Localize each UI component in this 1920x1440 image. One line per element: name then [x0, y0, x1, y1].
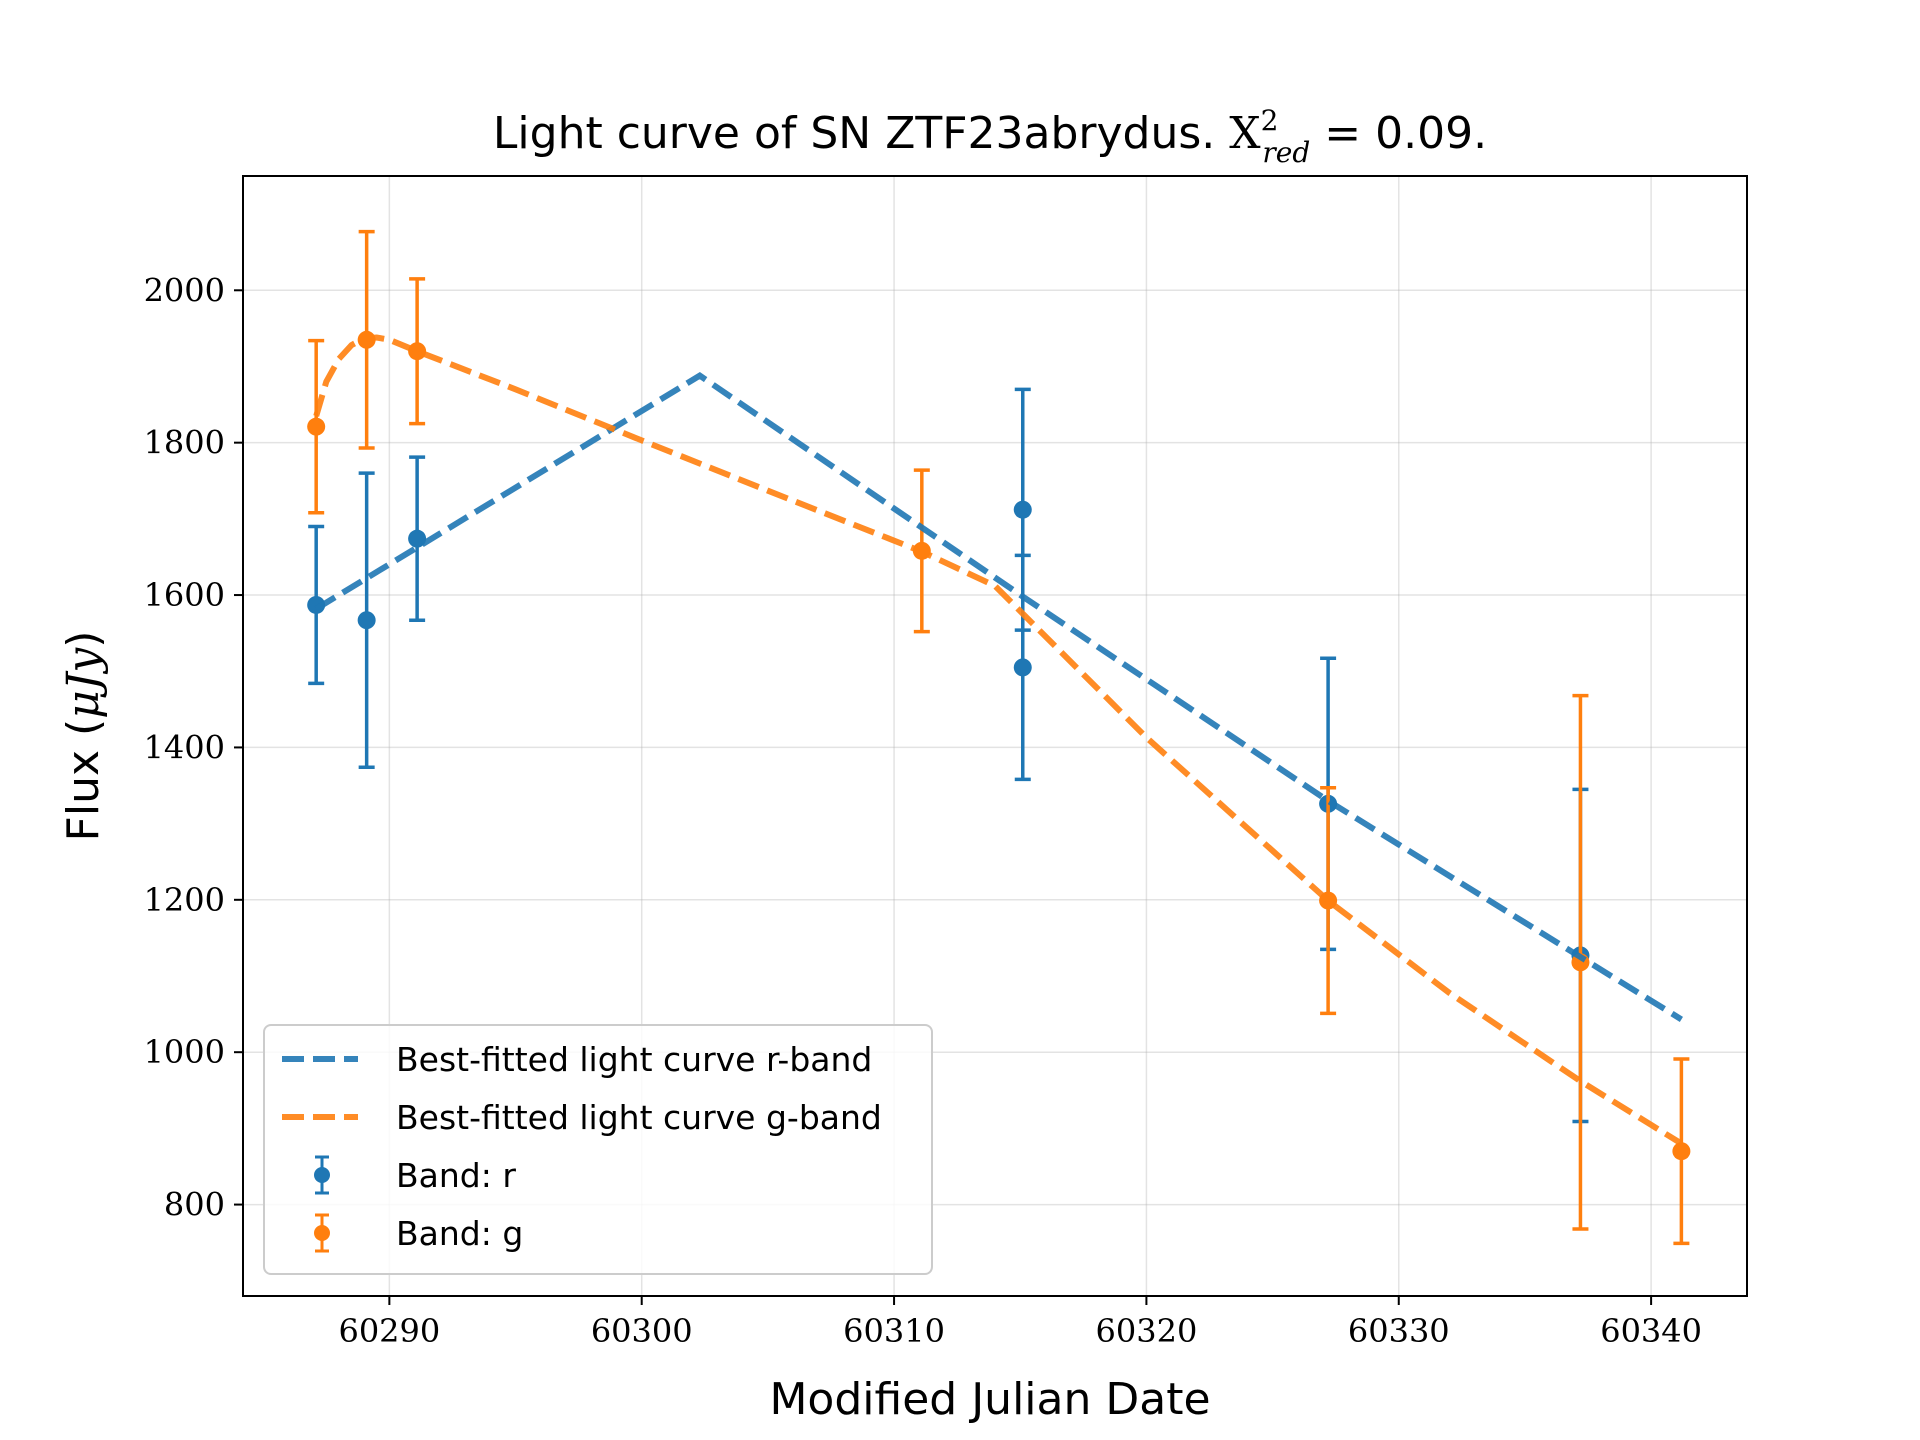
series-band-r	[307, 387, 1590, 1124]
y-tick-label: 1600	[144, 576, 225, 614]
x-tick-label: 60310	[843, 1312, 945, 1350]
legend: Best-fitted light curve r-band Best-fitt…	[263, 1024, 933, 1275]
data-marker	[1013, 658, 1032, 677]
grid-lines	[243, 176, 1747, 1296]
data-point	[357, 471, 376, 769]
fit-line-best-fitted-light-curve-r-band	[314, 372, 1683, 1022]
data-marker	[1013, 500, 1032, 519]
fit-line-best-fitted-light-curve-g-band	[313, 334, 1683, 1147]
legend-label-g-band: Band: g	[396, 1214, 523, 1253]
data-point	[1571, 693, 1590, 1231]
legend-label-r-band: Band: r	[396, 1156, 516, 1195]
y-tick-label: 1200	[144, 881, 225, 919]
data-marker	[357, 611, 376, 630]
data-marker	[307, 417, 326, 436]
plot-frame	[242, 175, 1748, 1297]
legend-label-g-fit: Best-fitted light curve g-band	[396, 1098, 882, 1137]
legend-swatch-g-band	[314, 1213, 330, 1253]
y-tick-label: 800	[164, 1186, 225, 1224]
data-point	[1013, 553, 1032, 782]
chart-title-suffix: = 0.09.	[1310, 108, 1487, 159]
chart-title-symbol: X	[1229, 108, 1261, 159]
data-point	[307, 338, 326, 515]
y-axis-label-unit: μJy	[58, 647, 109, 719]
chart-title-prefix: Light curve of SN ZTF23abrydus.	[493, 108, 1229, 159]
data-point	[1319, 786, 1338, 1016]
x-tick-label: 60320	[1096, 1312, 1198, 1350]
y-tick-label: 1000	[144, 1033, 225, 1071]
x-tick-label: 60290	[338, 1312, 440, 1350]
axis-ticks: 60290 60300 60310 60320 60330 60340 800 1000 120…	[144, 271, 1702, 1350]
x-tick-label: 60340	[1600, 1312, 1702, 1350]
y-tick-label: 1400	[144, 728, 225, 766]
legend-swatch-r-band	[314, 1155, 330, 1195]
legend-frame	[263, 1024, 933, 1275]
data-point	[1672, 1057, 1691, 1246]
chart-title-subscript: red	[1262, 136, 1310, 169]
y-axis-label-prefix: Flux (	[58, 719, 109, 842]
y-tick-label: 1800	[144, 424, 225, 462]
x-tick-label: 60300	[591, 1312, 693, 1350]
data-marker	[1672, 1142, 1691, 1161]
x-axis-label: Modified Julian Date	[769, 1374, 1210, 1425]
x-tick-label: 60330	[1348, 1312, 1450, 1350]
y-axis-label-suffix: )	[58, 631, 109, 648]
y-axis-label: Flux (μJy)	[58, 631, 109, 842]
chart-title: Light curve of SN ZTF23abrydus. X2 red = …	[493, 104, 1487, 169]
y-tick-label: 2000	[144, 271, 225, 309]
series-layer	[307, 229, 1691, 1246]
chart-title-superscript: 2	[1261, 104, 1279, 137]
legend-label-r-fit: Best-fitted light curve r-band	[396, 1040, 872, 1079]
